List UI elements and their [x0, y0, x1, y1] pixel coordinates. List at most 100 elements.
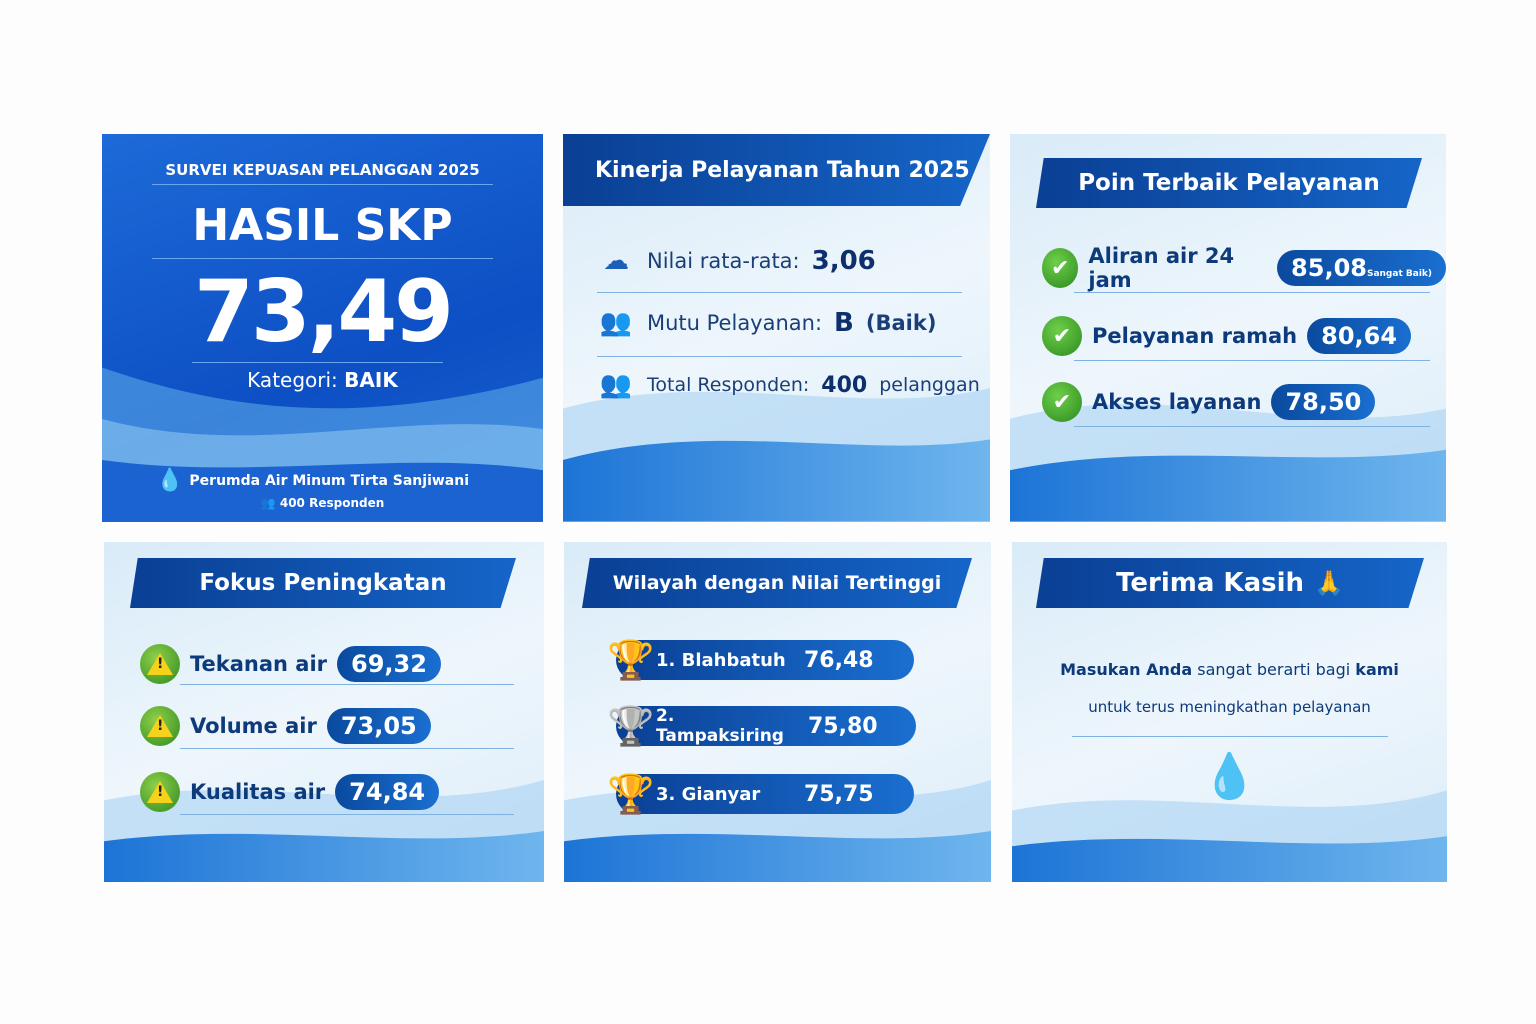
- divider: [192, 362, 443, 363]
- category-label: Kategori:: [247, 368, 338, 392]
- wave-decoration: [1012, 790, 1447, 882]
- section-title-text: Kinerja Pelayanan Tahun 2025: [595, 157, 970, 183]
- divider: [180, 748, 514, 749]
- score-badge: 85,08Sangat Baik): [1277, 250, 1446, 286]
- respondents-count: 400 Responden: [279, 496, 385, 510]
- respondents: 👥 400 Responden: [102, 496, 543, 510]
- divider: [180, 684, 514, 685]
- score-badge: 78,50: [1271, 384, 1376, 420]
- item-label: Kualitas air: [190, 780, 326, 804]
- category: Kategori: BAIK: [102, 368, 543, 392]
- info-row: 👥 Mutu Pelayanan: B (Baik): [597, 308, 937, 338]
- info-suffix: (Baik): [865, 311, 937, 335]
- cloud-icon: ☁: [603, 246, 629, 276]
- divider: [152, 258, 493, 259]
- info-value: 400: [821, 372, 868, 398]
- kinerja-card: Kinerja Pelayanan Tahun 2025 ☁ Nilai rata…: [563, 134, 990, 522]
- score-note: Sangat Baik): [1366, 269, 1432, 279]
- best-item: ✔ Akses layanan 78,50: [1042, 382, 1376, 422]
- gold-trophy-icon: 🏆: [607, 637, 655, 682]
- item-label: Pelayanan ramah: [1092, 324, 1298, 348]
- bold-text: Masukan Anda: [1060, 660, 1193, 679]
- divider: [1072, 736, 1388, 737]
- wave-decoration: [1010, 404, 1446, 522]
- info-label: Nilai rata-rata:: [647, 249, 800, 273]
- hasil-skp-card: SURVEI KEPUASAN PELANGGAN 2025 HASIL SKP…: [102, 134, 543, 522]
- divider: [597, 356, 962, 357]
- section-title-text: Wilayah dengan Nilai Tertinggi: [612, 572, 942, 594]
- score-badge: 73,05: [326, 708, 431, 744]
- focus-item: Volume air 73,05: [140, 706, 431, 746]
- divider: [180, 814, 514, 815]
- thanks-line-2: untuk terus meningkathan pelayanan: [1088, 698, 1371, 716]
- info-value: B: [834, 308, 854, 338]
- region-name: 3. Gianyar: [656, 783, 761, 805]
- region-rank-1: 🏆 1. Blahbatuh 76,48: [607, 638, 914, 682]
- divider: [1074, 292, 1430, 293]
- gold-trophy-icon: 🏆: [607, 771, 655, 816]
- score-badge: 80,64: [1307, 318, 1412, 354]
- info-label: Mutu Pelayanan:: [647, 311, 823, 335]
- score-badge: 69,32: [337, 646, 441, 682]
- section-title-text: Fokus Peningkatan: [199, 570, 447, 596]
- section-title: Wilayah dengan Nilai Tertinggi: [582, 558, 972, 608]
- praying-hands-icon: 🙏: [1314, 569, 1344, 597]
- section-title: Poin Terbaik Pelayanan: [1036, 158, 1422, 208]
- section-title: Terima Kasih 🙏: [1036, 558, 1424, 608]
- category-value: BAIK: [344, 368, 398, 392]
- info-row: 👥 Total Responden: 400 pelanggan: [597, 370, 980, 400]
- divider: [597, 292, 962, 293]
- region-score: 76,48: [804, 647, 874, 673]
- terima-kasih-card: Terima Kasih 🙏 Masukan Anda sangat berart…: [1012, 542, 1447, 882]
- best-item: ✔ Pelayanan ramah 80,64: [1042, 316, 1412, 356]
- total-score: 73,49: [193, 262, 454, 362]
- warning-icon: [140, 644, 180, 684]
- score-value: 85,08: [1291, 254, 1367, 282]
- text: sangat berarti bagi: [1197, 660, 1351, 679]
- fokus-card: Fokus Peningkatan Tekanan air 69,32 Volum…: [104, 542, 544, 882]
- survey-subtitle: SURVEI KEPUASAN PELANGGAN 2025: [165, 161, 480, 179]
- best-item: ✔ Aliran air 24 jam 85,08Sangat Baik): [1042, 244, 1446, 292]
- score-badge: 74,84: [335, 774, 440, 810]
- section-title: Fokus Peningkatan: [130, 558, 516, 608]
- people-icon: 👥: [260, 496, 276, 510]
- wave-decoration: [104, 780, 544, 882]
- region-rank-2: 🏆 2. Tampaksiring 75,80: [607, 704, 916, 748]
- check-icon: ✔: [1042, 316, 1082, 356]
- region-rank-3: 🏆 3. Gianyar 75,75: [607, 772, 914, 816]
- thanks-line-1: Masukan Anda sangat berarti bagi kami: [1012, 660, 1447, 679]
- item-label: Aliran air 24 jam: [1088, 244, 1235, 292]
- section-title-text: Poin Terbaik Pelayanan: [1078, 170, 1380, 196]
- wave-decoration: [102, 367, 543, 522]
- poin-terbaik-card: Poin Terbaik Pelayanan ✔ Aliran air 24 ja…: [1010, 134, 1446, 522]
- check-icon: ✔: [1042, 248, 1079, 288]
- water-drop-icon: 💧: [156, 468, 184, 493]
- divider: [152, 184, 493, 185]
- info-row: ☁ Nilai rata-rata: 3,06: [597, 246, 876, 276]
- info-suffix: pelanggan: [879, 374, 980, 396]
- item-label: Akses layanan: [1092, 390, 1262, 414]
- water-drop-icon: 💧: [1202, 751, 1257, 802]
- organization-name: Perumda Air Minum Tirta Sanjiwani: [189, 472, 470, 489]
- check-icon: ✔: [1042, 382, 1082, 422]
- people-icon: 👥: [599, 370, 633, 400]
- wave-decoration: [563, 388, 990, 522]
- warning-icon: [140, 772, 180, 812]
- bold-text: kami: [1355, 660, 1399, 679]
- section-title: Kinerja Pelayanan Tahun 2025: [563, 134, 990, 206]
- page-title: HASIL SKP: [192, 200, 453, 251]
- region-score: 75,80: [808, 713, 878, 739]
- warning-icon: [140, 706, 180, 746]
- divider: [1074, 426, 1430, 427]
- info-value: 3,06: [811, 246, 876, 276]
- focus-item: Kualitas air 74,84: [140, 772, 440, 812]
- organization: 💧 Perumda Air Minum Tirta Sanjiwani: [156, 468, 469, 493]
- focus-item: Tekanan air 69,32: [140, 644, 441, 684]
- group-icon: 👥: [599, 308, 633, 338]
- info-label: Total Responden:: [647, 374, 810, 396]
- item-label: Tekanan air: [190, 652, 328, 676]
- divider: [1074, 360, 1430, 361]
- region-name: 1. Blahbatuh: [656, 649, 786, 671]
- silver-trophy-icon: 🏆: [607, 703, 655, 748]
- region-score: 75,75: [804, 781, 874, 807]
